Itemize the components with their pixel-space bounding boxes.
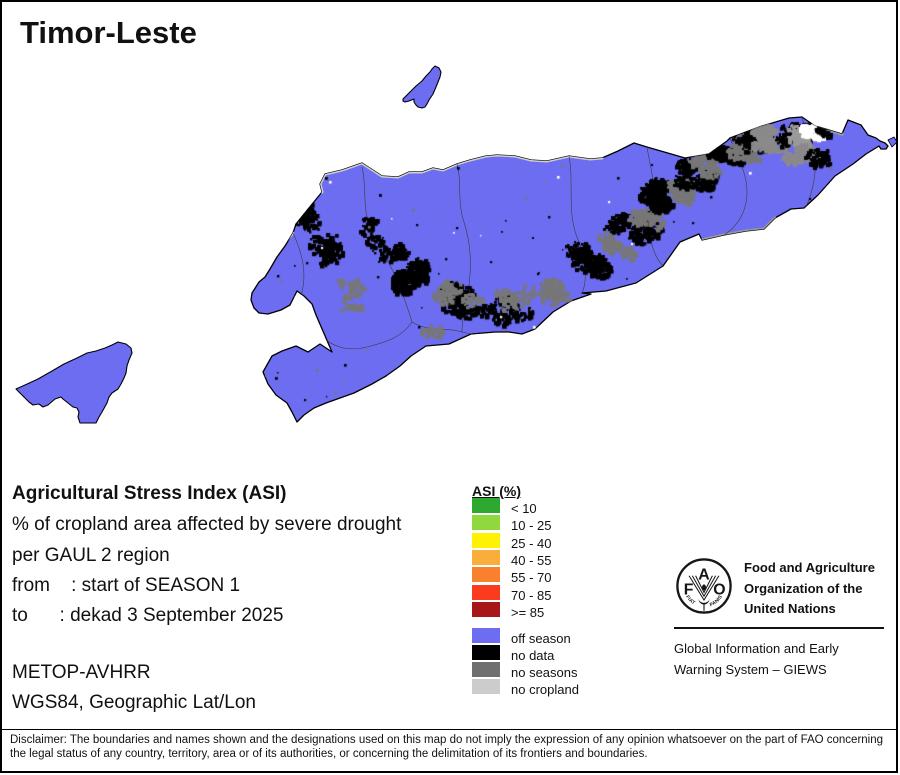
svg-text:A: A	[698, 566, 710, 583]
